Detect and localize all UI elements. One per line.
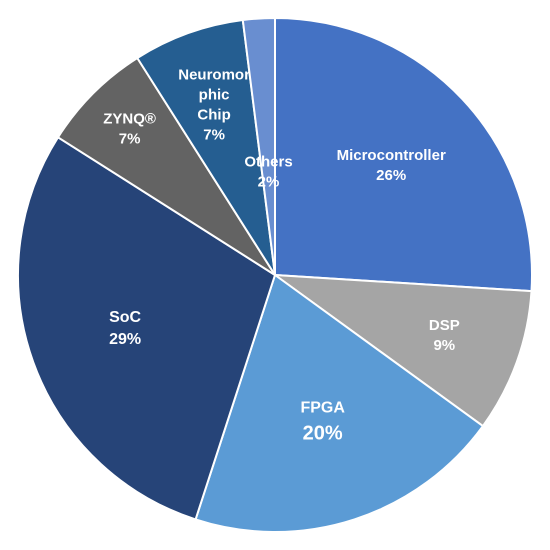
pie-category-label: Chip — [197, 107, 230, 124]
pie-category-label: ZYNQ® — [103, 111, 156, 128]
pie-value-label: 20% — [303, 423, 343, 445]
pie-label-dsp: DSP 9% — [429, 317, 460, 354]
pie-value-label: 9% — [433, 337, 455, 354]
pie-value-label: 26% — [376, 167, 406, 184]
pie-label-fpga: FPGA 20% — [300, 400, 345, 445]
pie-slice-others — [241, 17, 276, 276]
pie-label-others: Others 2% — [244, 153, 292, 190]
pie-slice-microcontroller — [274, 17, 533, 293]
pie-category-label: phic — [199, 87, 230, 104]
pie-category-label: DSP — [429, 317, 460, 334]
pie-slice-zynq — [57, 57, 276, 276]
pie-slice-soc — [17, 136, 276, 521]
pie-value-label: 7% — [203, 127, 225, 144]
pie-label-zynq: ZYNQ® 7% — [103, 111, 156, 148]
pie-labels: Microcontroller 26% DSP 9% FPGA 20% SoC 29% ZYNQ… — [103, 67, 459, 445]
pie-category-label: Microcontroller — [337, 147, 446, 164]
pie-slices — [17, 17, 533, 533]
pie-category-label: Others — [244, 153, 292, 170]
pie-value-label: 2% — [258, 173, 280, 190]
pie-slice-dsp — [274, 274, 533, 428]
pie-value-label: 7% — [119, 131, 141, 148]
pie-category-label: SoC — [109, 309, 141, 326]
pie-category-label: Neuromor — [178, 67, 250, 84]
pie-slice-neuromorphic-chip — [136, 19, 276, 276]
pie-label-microcontroller: Microcontroller 26% — [337, 147, 446, 184]
pie-value-label: 29% — [109, 331, 141, 348]
pie-slice-fpga — [194, 274, 484, 533]
pie-label-soc: SoC 29% — [109, 309, 141, 348]
pie-category-label: FPGA — [300, 400, 345, 417]
pie-label-neuromorphic-chip: Neuromor phic Chip 7% — [178, 67, 250, 144]
